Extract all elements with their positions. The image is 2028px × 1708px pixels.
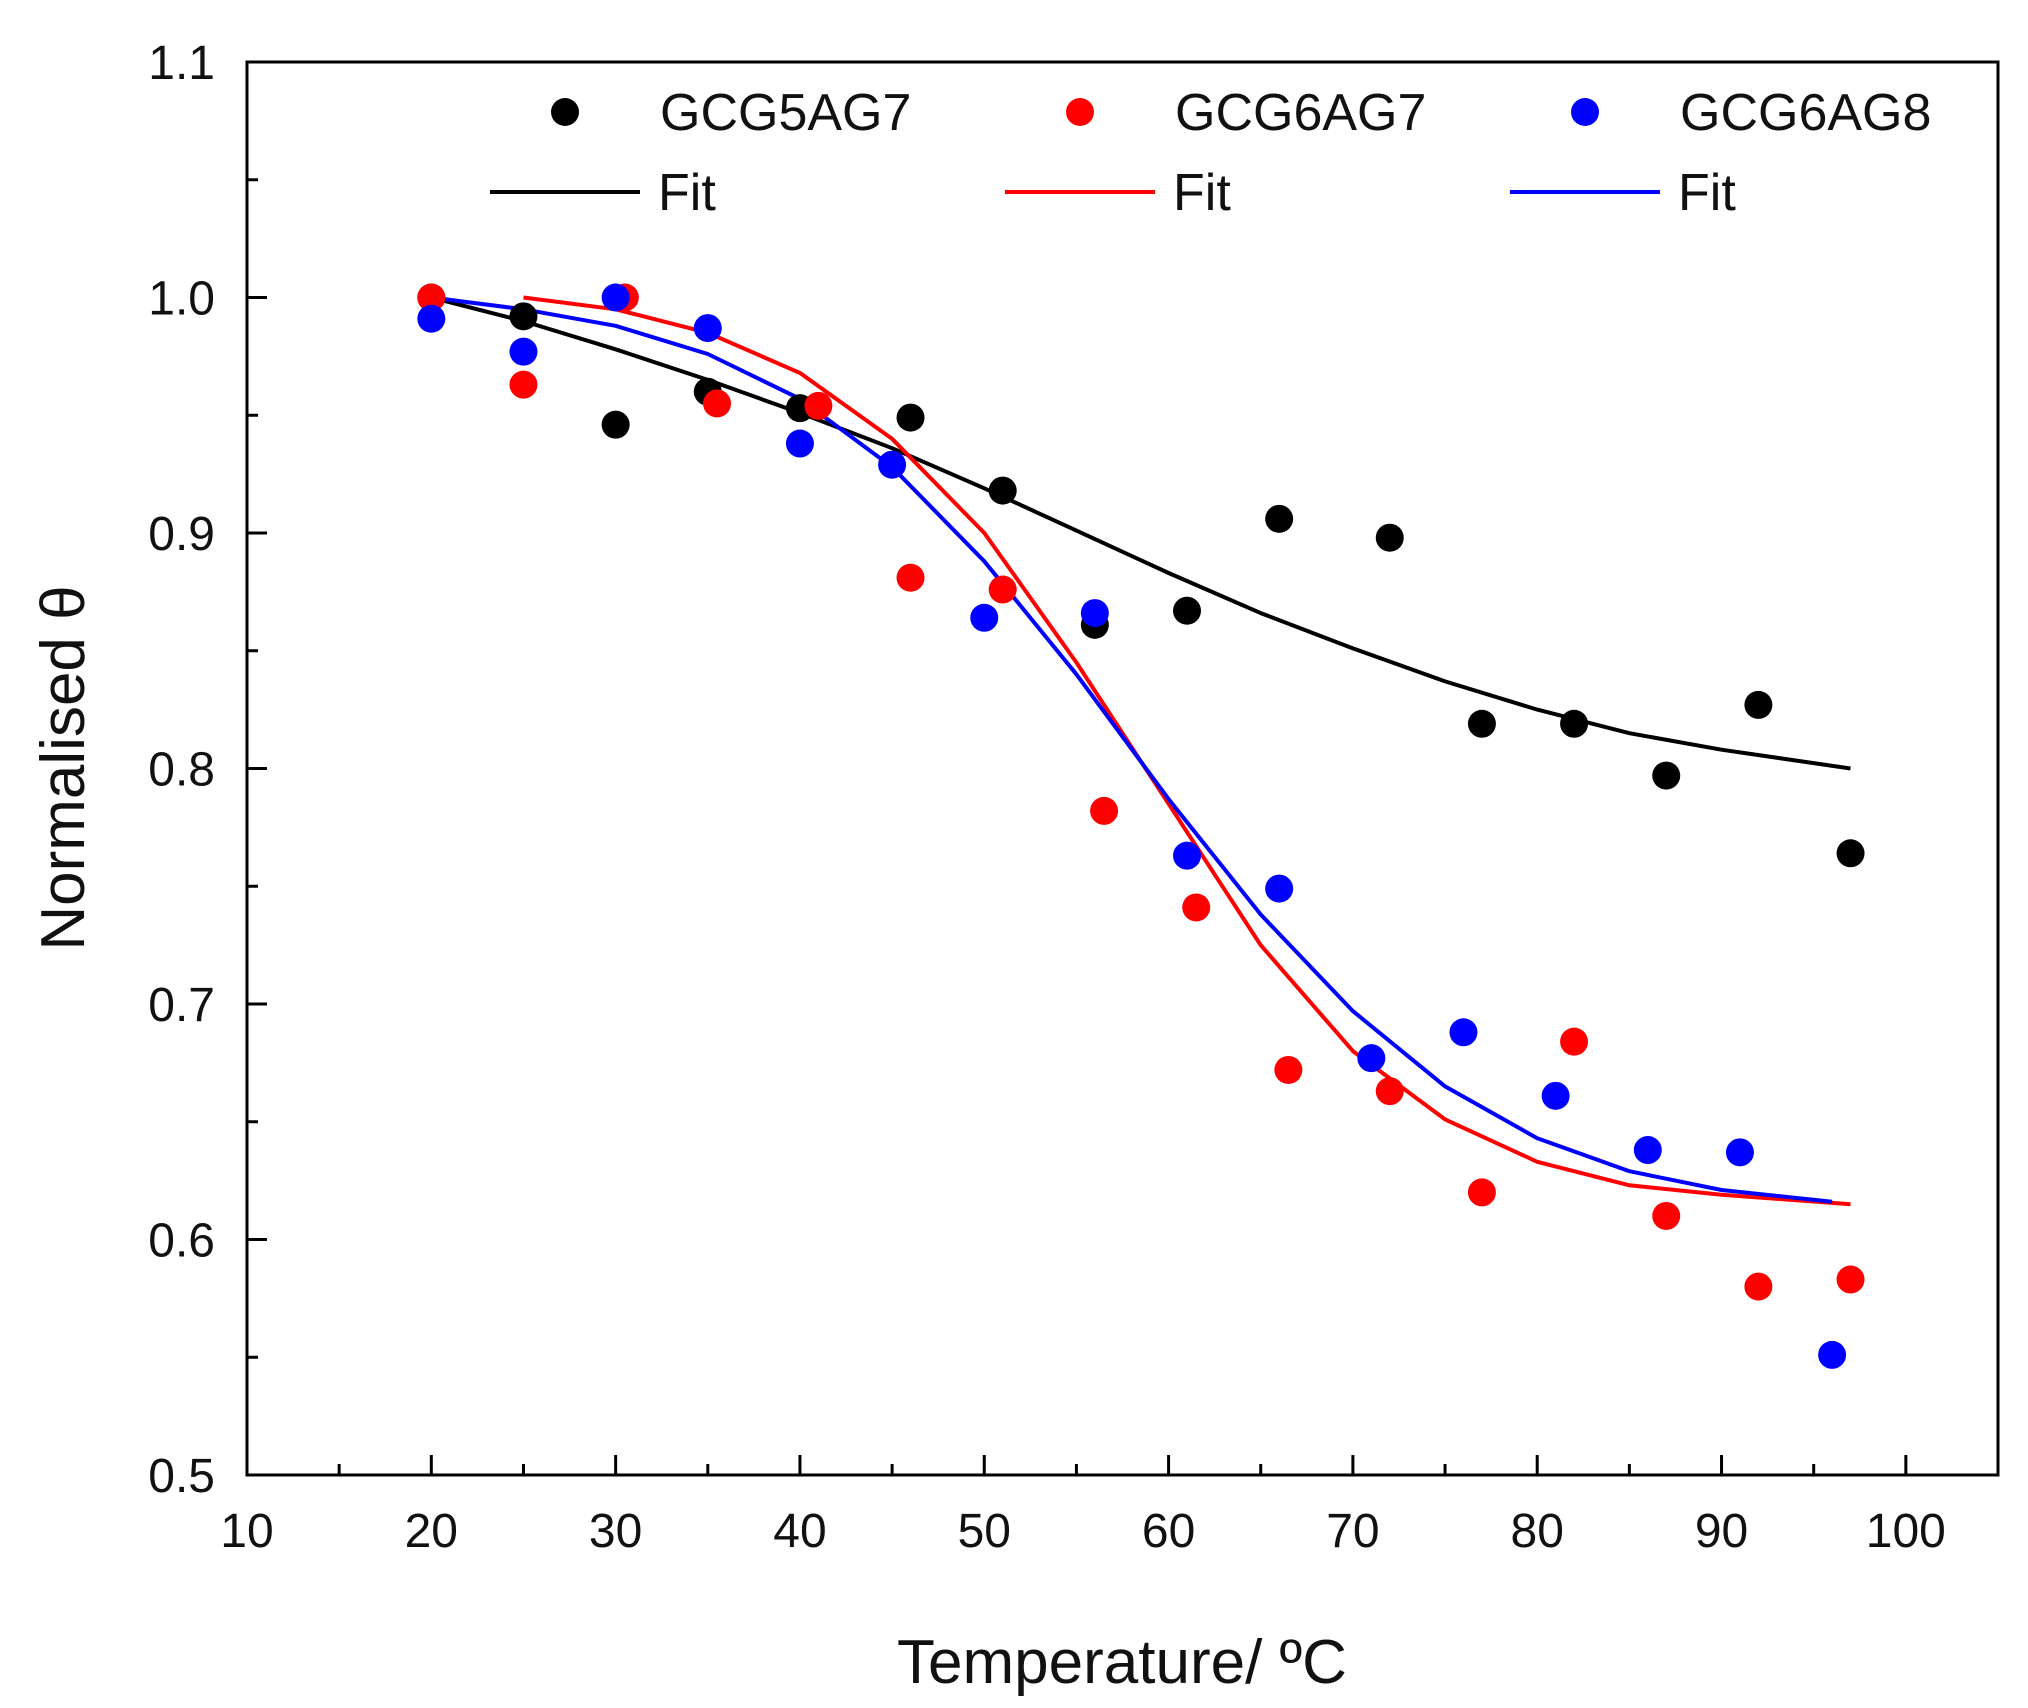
data-point-gcg6ag8 bbox=[1173, 841, 1202, 870]
data-point-gcg6ag7 bbox=[1182, 893, 1211, 922]
legend: GCG5AG7 GCG6AG7 GCG6AG8 Fit Fit Fit bbox=[490, 84, 1931, 222]
data-point-gcg5ag7 bbox=[509, 302, 538, 331]
x-tick-label: 60 bbox=[1142, 1505, 1195, 1558]
fit-line bbox=[523, 295, 1851, 1207]
data-point-gcg6ag8 bbox=[1725, 1138, 1754, 1167]
x-tick-label: 50 bbox=[958, 1505, 1011, 1558]
data-points bbox=[417, 283, 1865, 1369]
data-point-gcg5ag7 bbox=[601, 410, 630, 439]
legend-marker bbox=[1066, 98, 1094, 126]
x-tick-label: 40 bbox=[773, 1505, 826, 1558]
data-point-gcg5ag7 bbox=[1836, 839, 1865, 868]
x-axis-title: Temperature/ ºC bbox=[897, 1628, 1347, 1697]
data-point-gcg5ag7 bbox=[1560, 709, 1589, 738]
legend-marker bbox=[551, 98, 579, 126]
data-point-gcg6ag8 bbox=[785, 429, 814, 458]
data-point-gcg6ag8 bbox=[1449, 1018, 1478, 1047]
y-tick-label: 0.9 bbox=[148, 508, 215, 561]
plot-frame bbox=[245, 60, 2000, 1477]
y-tick-label: 0.8 bbox=[148, 744, 215, 797]
x-tick-label: 20 bbox=[405, 1505, 458, 1558]
data-point-gcg6ag7 bbox=[1090, 796, 1119, 825]
data-point-gcg6ag7 bbox=[509, 370, 538, 399]
data-point-gcg6ag7 bbox=[804, 391, 833, 420]
x-axis-ticks: 10 20 30 40 50 60 70 80 90 100 bbox=[220, 1455, 2000, 1558]
x-tick-label: 70 bbox=[1326, 1505, 1379, 1558]
legend-label: GCG5AG7 bbox=[660, 84, 911, 142]
data-point-gcg6ag7 bbox=[703, 389, 732, 418]
data-point-gcg6ag8 bbox=[601, 283, 630, 312]
data-point-gcg6ag8 bbox=[1541, 1081, 1570, 1110]
data-point-gcg6ag7 bbox=[1652, 1201, 1681, 1230]
data-point-gcg5ag7 bbox=[988, 476, 1017, 505]
x-tick-label: 10 bbox=[220, 1505, 273, 1558]
y-tick-label: 0.6 bbox=[148, 1215, 215, 1268]
legend-label: Fit bbox=[658, 164, 716, 222]
data-point-gcg6ag7 bbox=[1274, 1055, 1303, 1084]
y-axis-title: Normalised θ bbox=[29, 585, 98, 950]
data-point-gcg6ag7 bbox=[988, 575, 1017, 604]
data-point-gcg6ag8 bbox=[1265, 874, 1294, 903]
data-point-gcg6ag8 bbox=[1633, 1136, 1662, 1165]
y-axis-ticks: 0.5 0.6 0.7 0.8 0.9 1.0 1.1 bbox=[148, 37, 267, 1503]
fit-line bbox=[430, 295, 1851, 771]
y-tick-label: 0.5 bbox=[148, 1450, 215, 1503]
data-point-gcg6ag7 bbox=[1375, 1077, 1404, 1106]
fit-line bbox=[431, 295, 1833, 1204]
data-point-gcg5ag7 bbox=[1744, 690, 1773, 719]
data-point-gcg6ag8 bbox=[970, 603, 999, 632]
fit-lines bbox=[430, 295, 1851, 1207]
data-point-gcg6ag7 bbox=[1467, 1178, 1496, 1207]
data-point-gcg5ag7 bbox=[1265, 504, 1294, 533]
data-point-gcg6ag8 bbox=[1357, 1044, 1386, 1073]
x-tick-label: 100 bbox=[1866, 1505, 1946, 1558]
data-point-gcg6ag8 bbox=[1818, 1340, 1847, 1369]
data-point-gcg5ag7 bbox=[1652, 761, 1681, 790]
x-tick-label: 80 bbox=[1511, 1505, 1564, 1558]
data-point-gcg5ag7 bbox=[1375, 523, 1404, 552]
data-point-gcg6ag8 bbox=[693, 314, 722, 343]
data-point-gcg6ag8 bbox=[509, 337, 538, 366]
y-tick-label: 0.7 bbox=[148, 979, 215, 1032]
data-point-gcg6ag8 bbox=[417, 304, 446, 333]
legend-marker bbox=[1571, 98, 1599, 126]
y-tick-label: 1.1 bbox=[148, 37, 215, 90]
legend-label: GCG6AG8 bbox=[1680, 84, 1931, 142]
legend-label: GCG6AG7 bbox=[1175, 84, 1426, 142]
data-point-gcg6ag8 bbox=[1080, 599, 1109, 628]
y-tick-label: 1.0 bbox=[148, 273, 215, 326]
data-point-gcg6ag7 bbox=[896, 563, 925, 592]
data-point-gcg6ag7 bbox=[1744, 1272, 1773, 1301]
data-point-gcg5ag7 bbox=[896, 403, 925, 432]
data-point-gcg6ag7 bbox=[1836, 1265, 1865, 1294]
x-tick-label: 30 bbox=[589, 1505, 642, 1558]
data-point-gcg5ag7 bbox=[1173, 596, 1202, 625]
data-point-gcg6ag7 bbox=[417, 283, 446, 312]
legend-label: Fit bbox=[1678, 164, 1736, 222]
data-point-gcg6ag8 bbox=[878, 450, 907, 479]
x-tick-label: 90 bbox=[1695, 1505, 1748, 1558]
data-point-gcg5ag7 bbox=[1467, 709, 1496, 738]
legend-label: Fit bbox=[1173, 164, 1231, 222]
data-point-gcg6ag7 bbox=[1560, 1027, 1589, 1056]
